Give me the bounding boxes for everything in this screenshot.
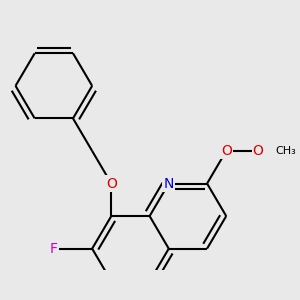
Text: O: O <box>253 144 264 158</box>
Text: N: N <box>164 176 174 190</box>
Text: O: O <box>106 176 117 190</box>
Text: O: O <box>221 144 232 158</box>
Text: CH₃: CH₃ <box>276 146 296 156</box>
Text: F: F <box>50 242 58 256</box>
